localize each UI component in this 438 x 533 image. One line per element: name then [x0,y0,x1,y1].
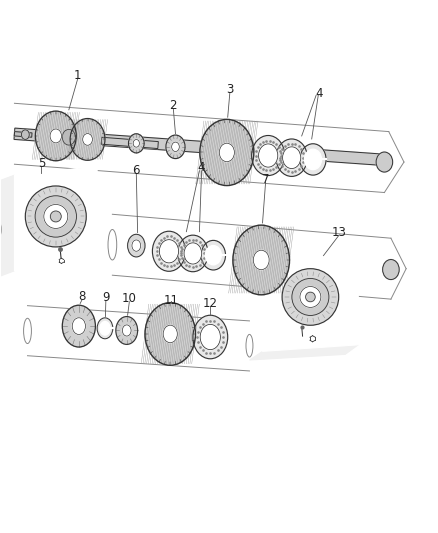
Ellipse shape [116,317,138,344]
Polygon shape [14,128,385,166]
Ellipse shape [246,334,253,357]
Ellipse shape [83,134,92,146]
Ellipse shape [108,230,117,260]
Ellipse shape [70,118,105,160]
Ellipse shape [200,325,220,350]
Ellipse shape [50,211,61,222]
Ellipse shape [258,144,278,167]
Ellipse shape [128,134,144,153]
Ellipse shape [184,243,202,264]
Text: 11: 11 [164,294,179,307]
Ellipse shape [122,325,131,336]
Polygon shape [14,166,97,271]
Ellipse shape [300,144,326,175]
Polygon shape [262,254,358,351]
Ellipse shape [25,186,86,247]
Ellipse shape [201,240,226,270]
Ellipse shape [21,130,29,140]
Ellipse shape [166,135,185,158]
Ellipse shape [376,152,392,172]
Polygon shape [250,345,358,360]
Text: 5: 5 [38,157,45,170]
Ellipse shape [35,111,76,161]
Text: 13: 13 [331,226,346,239]
Ellipse shape [163,325,177,343]
Text: 4: 4 [198,161,205,174]
Ellipse shape [127,235,145,257]
Ellipse shape [72,318,85,335]
Ellipse shape [219,143,234,161]
Ellipse shape [0,216,1,243]
Ellipse shape [62,305,95,347]
Ellipse shape [132,240,141,251]
Text: 10: 10 [122,292,137,305]
Ellipse shape [50,129,61,143]
Ellipse shape [133,140,139,147]
Ellipse shape [35,196,77,237]
Ellipse shape [306,292,315,302]
Ellipse shape [304,149,321,169]
Ellipse shape [159,240,179,263]
Ellipse shape [282,269,339,325]
Text: 9: 9 [102,292,110,304]
Ellipse shape [383,260,399,279]
Ellipse shape [152,231,185,271]
Ellipse shape [44,205,68,229]
Ellipse shape [253,250,269,270]
Ellipse shape [62,130,75,145]
Ellipse shape [145,303,195,365]
Ellipse shape [300,287,321,308]
Polygon shape [101,138,158,149]
Text: 1: 1 [74,69,81,83]
Ellipse shape [205,246,221,265]
Polygon shape [14,132,32,137]
Ellipse shape [97,318,113,339]
Text: 6: 6 [133,164,140,177]
Text: 8: 8 [78,290,85,303]
Ellipse shape [193,315,228,359]
Text: 12: 12 [203,296,218,310]
Text: 7: 7 [262,173,269,186]
Ellipse shape [200,119,254,185]
Ellipse shape [100,321,110,335]
Ellipse shape [172,142,179,151]
Ellipse shape [233,225,290,295]
Ellipse shape [283,147,301,168]
Ellipse shape [24,318,32,344]
Ellipse shape [276,139,307,176]
Ellipse shape [178,235,208,272]
Polygon shape [0,175,14,277]
Text: 3: 3 [226,83,233,96]
Text: 2: 2 [170,99,177,112]
Ellipse shape [292,278,329,316]
Ellipse shape [252,135,285,175]
Text: 4: 4 [315,87,323,100]
